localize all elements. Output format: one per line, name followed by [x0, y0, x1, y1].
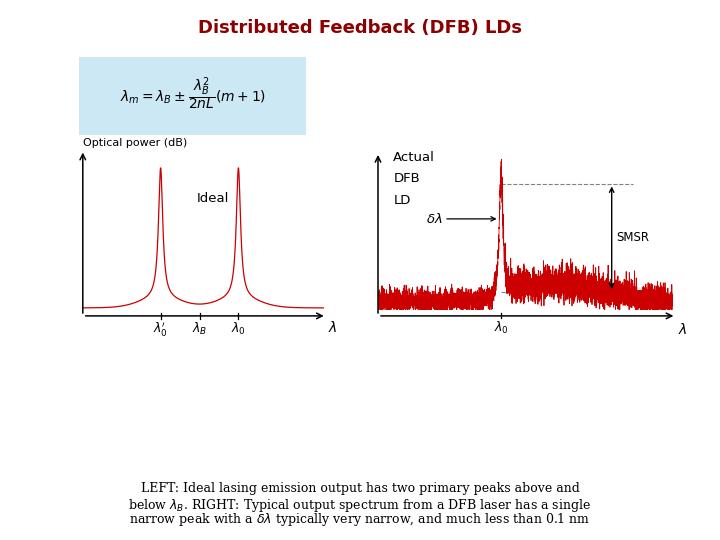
- Text: Ideal: Ideal: [197, 192, 229, 205]
- Text: $\delta\lambda$: $\delta\lambda$: [426, 212, 443, 226]
- Text: LEFT: Ideal lasing emission output has two primary peaks above and: LEFT: Ideal lasing emission output has t…: [140, 482, 580, 495]
- Text: Optical power (dB): Optical power (dB): [83, 138, 187, 149]
- Text: $\lambda_B$: $\lambda_B$: [192, 321, 207, 337]
- Text: $\lambda$: $\lambda$: [678, 322, 687, 337]
- Text: SMSR: SMSR: [616, 231, 649, 244]
- Text: below $\lambda_B$. RIGHT: Typical output spectrum from a DFB laser has a single: below $\lambda_B$. RIGHT: Typical output…: [128, 497, 592, 514]
- Text: $\lambda_0'$: $\lambda_0'$: [153, 320, 168, 339]
- Text: $\lambda$: $\lambda$: [328, 320, 337, 335]
- Text: Distributed Feedback (DFB) LDs: Distributed Feedback (DFB) LDs: [198, 19, 522, 37]
- Text: DFB: DFB: [393, 172, 420, 185]
- FancyBboxPatch shape: [79, 57, 306, 135]
- Text: LD: LD: [393, 194, 410, 207]
- Text: $\lambda_0$: $\lambda_0$: [493, 320, 508, 336]
- Text: $\lambda_0$: $\lambda_0$: [231, 321, 246, 337]
- Text: Actual: Actual: [393, 151, 436, 164]
- Text: $\lambda_m = \lambda_B \pm \dfrac{\lambda_B^2}{2nL}(m+1)$: $\lambda_m = \lambda_B \pm \dfrac{\lambd…: [120, 75, 266, 112]
- Text: narrow peak with a $\delta\lambda$ typically very narrow, and much less than 0.1: narrow peak with a $\delta\lambda$ typic…: [130, 511, 590, 528]
